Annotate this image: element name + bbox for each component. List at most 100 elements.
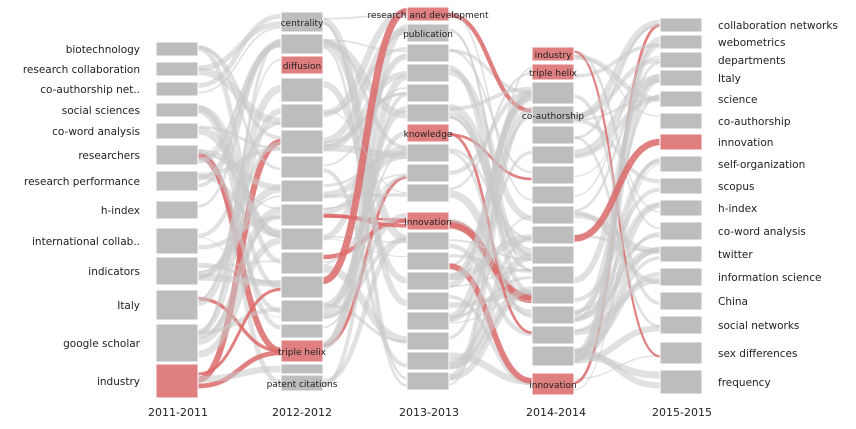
node-1-unlabeled-6[interactable] (280, 203, 324, 227)
flow-1-25 (322, 38, 408, 53)
node-0-international-collab[interactable] (155, 227, 199, 255)
node-1-unlabeled-0[interactable] (280, 33, 324, 55)
node-2-unlabeled-6[interactable] (406, 183, 450, 203)
node-2-research-and-development[interactable] (406, 6, 450, 22)
node-4-scopus[interactable] (659, 177, 703, 195)
node-2-unlabeled-0[interactable] (406, 43, 450, 63)
node-2-unlabeled-10[interactable] (406, 291, 450, 311)
node-4-collaboration-networks[interactable] (659, 17, 703, 33)
node-0-co-word-analysis[interactable] (155, 122, 199, 140)
node-2-unlabeled-7[interactable] (406, 231, 450, 251)
node-2-unlabeled-12[interactable] (406, 331, 450, 351)
keyword-label-0-research-collaboration: research collaboration (23, 64, 140, 76)
flow-0-30 (197, 46, 282, 264)
flow-3-30 (573, 277, 661, 336)
node-3-unlabeled-6[interactable] (531, 225, 575, 245)
column-label-2014: 2014-2014 (526, 406, 586, 419)
node-0-industry[interactable] (155, 363, 199, 399)
flow-2-19 (448, 268, 533, 288)
node-4-innovation[interactable] (659, 133, 703, 151)
node-4-social-networks[interactable] (659, 315, 703, 335)
node-2-unlabeled-2[interactable] (406, 83, 450, 103)
node-4-china[interactable] (659, 291, 703, 311)
node-0-biotechnology[interactable] (155, 41, 199, 57)
node-0-h-index[interactable] (155, 200, 199, 220)
node-4-departments[interactable] (659, 51, 703, 69)
node-0-google-scholar[interactable] (155, 323, 199, 363)
node-2-unlabeled-5[interactable] (406, 163, 450, 183)
node-3-unlabeled-0[interactable] (531, 81, 575, 105)
node-1-unlabeled-11[interactable] (280, 323, 324, 339)
node-3-innovation[interactable] (531, 372, 575, 396)
node-4-twitter[interactable] (659, 245, 703, 263)
node-1-unlabeled-4[interactable] (280, 155, 324, 179)
node-2-innovation[interactable] (406, 211, 450, 231)
node-1-unlabeled-8[interactable] (280, 251, 324, 275)
node-4-webometrics[interactable] (659, 34, 703, 50)
node-1-unlabeled-2[interactable] (280, 103, 324, 129)
node-1-diffusion[interactable] (280, 55, 324, 75)
keyword-label-0-google-scholar: google scholar (63, 338, 141, 350)
node-0-co-authorship-net[interactable] (155, 81, 199, 97)
node-4-sex-differences[interactable] (659, 341, 703, 365)
node-2-publication[interactable] (406, 23, 450, 43)
node-3-unlabeled-11[interactable] (531, 325, 575, 345)
node-1-unlabeled-7[interactable] (280, 227, 324, 251)
node-4-h-index[interactable] (659, 199, 703, 217)
column-label-2015: 2015-2015 (652, 406, 712, 419)
node-4-self-organization[interactable] (659, 155, 703, 173)
node-2-unlabeled-1[interactable] (406, 63, 450, 83)
node-2-knowledge[interactable] (406, 123, 450, 143)
node-4-frequency[interactable] (659, 369, 703, 395)
node-4-co-authorship[interactable] (659, 112, 703, 130)
node-4-information-science[interactable] (659, 267, 703, 287)
node-1-unlabeled-10[interactable] (280, 299, 324, 323)
keyword-label-0-social-sciences: social sciences (62, 105, 140, 117)
node-3-unlabeled-7[interactable] (531, 245, 575, 265)
node-1-triple-helix[interactable] (280, 339, 324, 363)
node-1-unlabeled-1[interactable] (280, 77, 324, 103)
node-3-unlabeled-8[interactable] (531, 265, 575, 285)
node-3-triple-helix[interactable] (531, 63, 575, 81)
node-1-patent-citations[interactable] (280, 374, 324, 392)
node-0-indicators[interactable] (155, 256, 199, 286)
node-0-research-performance[interactable] (155, 170, 199, 192)
keyword-label-1-triple-helix: triple helix (278, 348, 327, 358)
node-3-unlabeled-2[interactable] (531, 145, 575, 165)
node-4-co-word-analysis[interactable] (659, 221, 703, 241)
node-3-unlabeled-1[interactable] (531, 125, 575, 145)
flow-1-43 (321, 7, 409, 285)
node-3-industry[interactable] (531, 46, 575, 62)
node-1-unlabeled-3[interactable] (280, 129, 324, 155)
node-2-unlabeled-4[interactable] (406, 143, 450, 163)
node-2-unlabeled-11[interactable] (406, 311, 450, 331)
node-1-unlabeled-5[interactable] (280, 179, 324, 203)
node-2-unlabeled-8[interactable] (406, 251, 450, 271)
node-3-unlabeled-4[interactable] (531, 185, 575, 205)
node-1-unlabeled-12[interactable] (280, 363, 324, 375)
node-0-italy[interactable] (155, 289, 199, 321)
node-3-unlabeled-9[interactable] (531, 285, 575, 305)
keyword-label-0-indicators: indicators (88, 266, 140, 278)
node-2-unlabeled-13[interactable] (406, 351, 450, 371)
node-0-researchers[interactable] (155, 144, 199, 166)
keyword-label-4-china: China (718, 296, 748, 308)
node-0-social-sciences[interactable] (155, 102, 199, 118)
node-2-unlabeled-14[interactable] (406, 371, 450, 391)
node-1-centrality[interactable] (280, 11, 324, 33)
node-2-unlabeled-3[interactable] (406, 103, 450, 123)
flow-2-33 (448, 276, 533, 319)
keyword-label-4-italy: Italy (718, 73, 741, 85)
flow-layer (197, 7, 661, 391)
node-3-co-authorship[interactable] (531, 105, 575, 125)
node-1-unlabeled-9[interactable] (280, 275, 324, 299)
flow-0-22 (197, 13, 282, 88)
node-3-unlabeled-12[interactable] (531, 345, 575, 367)
node-0-research-collaboration[interactable] (155, 61, 199, 77)
node-3-unlabeled-3[interactable] (531, 165, 575, 185)
node-3-unlabeled-5[interactable] (531, 205, 575, 225)
node-2-unlabeled-9[interactable] (406, 271, 450, 291)
node-3-unlabeled-10[interactable] (531, 305, 575, 325)
node-4-science[interactable] (659, 90, 703, 108)
node-4-italy[interactable] (659, 69, 703, 87)
